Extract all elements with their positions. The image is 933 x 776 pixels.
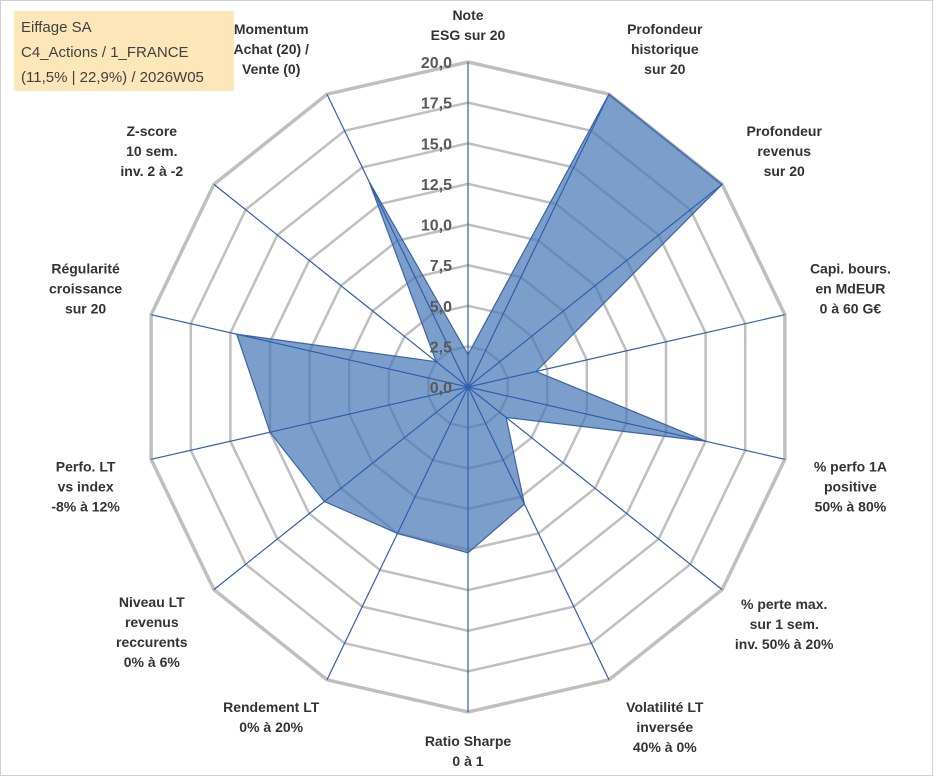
axis-label: Profondeur revenus sur 20 bbox=[746, 123, 822, 179]
axis-label-line: 40% à 0% bbox=[633, 739, 697, 755]
axis-label-line: historique bbox=[631, 41, 699, 57]
axis-label-line: inv. 50% à 20% bbox=[735, 636, 834, 652]
axis-label-line: sur 1 sem. bbox=[750, 616, 819, 632]
axis-label: Z-score 10 sem. inv. 2 à -2 bbox=[120, 123, 183, 179]
axis-spoke bbox=[467, 386, 786, 460]
axis-label-line: Z-score bbox=[127, 123, 178, 139]
axis-label-line: 0% à 6% bbox=[124, 654, 181, 670]
axis-label-line: Capi. bours. bbox=[810, 261, 891, 277]
axis-label: Niveau LT revenus reccurents 0% à 6% bbox=[116, 594, 188, 670]
axis-label-line: Vente (0) bbox=[242, 61, 300, 77]
axis-label-line: Momentum bbox=[234, 21, 309, 37]
tick-label: 7,5 bbox=[430, 258, 452, 275]
axis-spoke bbox=[326, 93, 469, 388]
axis-label: Profondeur historique sur 20 bbox=[627, 21, 703, 77]
axis-label-line: sur 20 bbox=[764, 163, 805, 179]
tick-label: 5,0 bbox=[430, 299, 452, 316]
info-category: C4_Actions / 1_FRANCE bbox=[21, 44, 189, 61]
axis-spoke bbox=[467, 314, 786, 388]
axis-label-line: positive bbox=[824, 478, 877, 494]
axis-label-line: % perte max. bbox=[741, 596, 827, 612]
axis-label-line: vs index bbox=[58, 478, 114, 494]
tick-label: 2,5 bbox=[430, 339, 452, 356]
axis-label-line: Achat (20) / bbox=[233, 41, 309, 57]
tick-label: 12,5 bbox=[421, 177, 452, 194]
axis-label-line: 0 à 1 bbox=[452, 753, 483, 769]
axis-label-line: inv. 2 à -2 bbox=[120, 163, 183, 179]
axis-label: Rendement LT 0% à 20% bbox=[223, 699, 320, 735]
tick-label: 15,0 bbox=[421, 136, 452, 153]
axis-label-line: 0% à 20% bbox=[239, 719, 303, 735]
axis-spoke bbox=[150, 386, 469, 460]
axis-spoke bbox=[467, 386, 723, 591]
axis-spoke bbox=[467, 93, 610, 388]
axis-label-line: 50% à 80% bbox=[815, 498, 887, 514]
axis-label-line: ESG sur 20 bbox=[431, 27, 506, 43]
axis-label-line: -8% à 12% bbox=[51, 498, 120, 514]
axis-label-line: revenus bbox=[757, 143, 811, 159]
axis-label-line: 10 sem. bbox=[126, 143, 177, 159]
axis-label-line: Régularité bbox=[51, 261, 120, 277]
info-company: Eiffage SA bbox=[21, 19, 92, 36]
axis-label: Ratio Sharpe 0 à 1 bbox=[425, 733, 512, 769]
axis-label-line: % perfo 1A bbox=[814, 458, 887, 474]
axis-label: Régularité croissance sur 20 bbox=[49, 261, 122, 317]
data-area bbox=[235, 93, 723, 554]
axis-label-line: Volatilité LT bbox=[626, 699, 704, 715]
axis-label-line: 0 à 60 G€ bbox=[820, 301, 882, 317]
axis-label-line: Profondeur bbox=[627, 21, 703, 37]
axis-label-line: sur 20 bbox=[644, 61, 685, 77]
tick-label: 0,0 bbox=[430, 380, 452, 397]
axis-label-line: Perfo. LT bbox=[56, 458, 116, 474]
axis-label-line: inversée bbox=[636, 719, 693, 735]
axis-spoke bbox=[467, 183, 723, 388]
axis-label: Perfo. LT vs index -8% à 12% bbox=[51, 458, 120, 514]
axis-label-line: Profondeur bbox=[746, 123, 822, 139]
info-period: (11,5% | 22,9%) / 2026W05 bbox=[21, 69, 204, 86]
axis-label-line: Rendement LT bbox=[223, 699, 320, 715]
axis-label-line: en MdEUR bbox=[815, 281, 885, 297]
axis-label-line: croissance bbox=[49, 281, 122, 297]
axis-label-line: Note bbox=[452, 7, 483, 23]
axis-label-line: Niveau LT bbox=[119, 594, 185, 610]
tick-label: 10,0 bbox=[421, 218, 452, 235]
axis-label: Volatilité LT inversée 40% à 0% bbox=[626, 699, 704, 755]
axis-spoke bbox=[213, 183, 469, 388]
axis-spoke bbox=[467, 386, 610, 681]
info-box: Eiffage SA C4_Actions / 1_FRANCE (11,5% … bbox=[14, 11, 234, 91]
tick-label: 20,0 bbox=[421, 55, 452, 72]
axis-label: Momentum Achat (20) / Vente (0) bbox=[233, 21, 309, 77]
axis-label-line: sur 20 bbox=[65, 301, 106, 317]
tick-label: 17,5 bbox=[421, 96, 452, 113]
axis-label-line: reccurents bbox=[116, 634, 188, 650]
axis-spoke bbox=[150, 314, 469, 388]
axis-label: Note ESG sur 20 bbox=[431, 7, 506, 43]
axis-label: % perfo 1A positive 50% à 80% bbox=[814, 458, 887, 514]
axis-label: Capi. bours. en MdEUR 0 à 60 G€ bbox=[810, 261, 891, 317]
axis-label-line: revenus bbox=[125, 614, 179, 630]
axis-spoke bbox=[326, 386, 469, 681]
axis-label-line: Ratio Sharpe bbox=[425, 733, 512, 749]
axis-spoke bbox=[213, 386, 469, 591]
axis-label: % perte max. sur 1 sem. inv. 50% à 20% bbox=[735, 596, 834, 652]
